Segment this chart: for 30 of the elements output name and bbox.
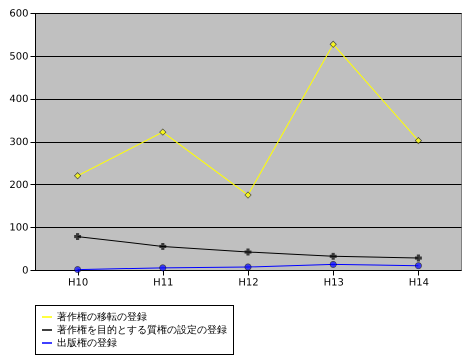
x-tick-label: H12 [238, 278, 259, 288]
y-tick-label: 400 [9, 94, 28, 106]
point [414, 254, 422, 262]
point [330, 260, 337, 268]
point [159, 242, 166, 250]
x-tick-label: H14 [408, 278, 430, 288]
x-tick-label: H11 [153, 278, 174, 288]
point [330, 40, 337, 48]
point [330, 252, 337, 260]
y-tick-label: 500 [9, 51, 28, 62]
point [74, 172, 82, 180]
y-tick-label: 0 [22, 266, 28, 276]
legend-label: 出版権の登録 [57, 337, 117, 349]
y-tick-label: 200 [9, 180, 28, 191]
legend-label: 著作権を目的とする質権の設定の登録 [57, 324, 227, 336]
point [74, 266, 82, 274]
x-tick-label: H13 [324, 278, 344, 288]
y-tick-label: 600 [9, 8, 28, 20]
y-tick-label: 300 [9, 137, 28, 148]
point [414, 262, 422, 270]
point [74, 233, 82, 240]
x-tick-label: H10 [68, 278, 88, 288]
point [244, 264, 252, 270]
point [244, 248, 252, 256]
point [159, 264, 166, 272]
y-tick-label: 100 [9, 222, 28, 234]
point [159, 128, 166, 136]
point [244, 192, 252, 199]
legend-label: 著作権の移転の登録 [57, 311, 147, 323]
point [414, 137, 422, 144]
